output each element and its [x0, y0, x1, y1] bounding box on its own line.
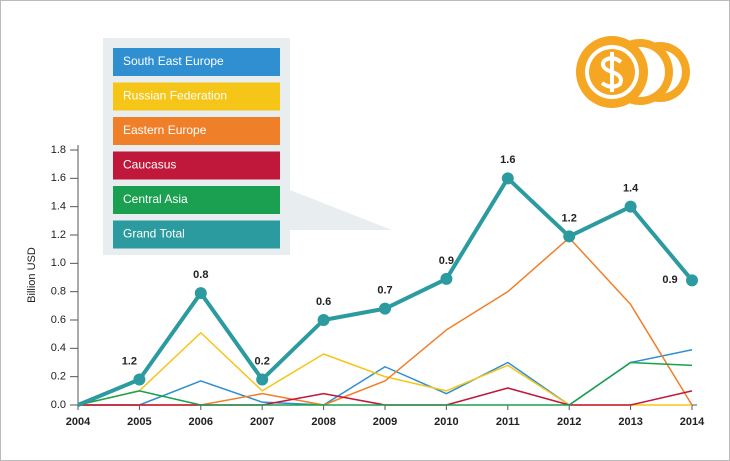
value-label: 1.4 — [623, 183, 639, 195]
value-label: 1.6 — [500, 154, 515, 166]
value-label: 0.9 — [662, 274, 677, 286]
legend: South East Europe Russian Federation Easte… — [103, 38, 392, 255]
x-tick-label: 2014 — [680, 416, 705, 428]
legend-label: Grand Total — [123, 227, 185, 241]
x-tick-label: 2004 — [66, 416, 91, 428]
y-tick-label: 1.0 — [51, 257, 66, 269]
legend-label: Caucasus — [123, 158, 176, 172]
y-tick-label: 1.6 — [51, 172, 66, 184]
legend-swatch — [113, 186, 280, 214]
point — [194, 287, 207, 300]
legend-swatch — [113, 151, 280, 180]
point — [501, 172, 514, 185]
value-label: 0.8 — [193, 269, 208, 281]
legend-label: Eastern Europe — [123, 123, 207, 137]
y-tick-label: 1.2 — [51, 229, 66, 241]
x-tick-label: 2008 — [311, 416, 335, 428]
legend-label: South East Europe — [123, 54, 224, 68]
x-tick-label: 2012 — [557, 416, 581, 428]
point — [379, 302, 391, 315]
value-label: 0.2 — [255, 355, 270, 367]
point — [256, 373, 269, 386]
legend-swatch — [113, 48, 280, 76]
annotation: 1.2 — [122, 355, 137, 367]
point — [686, 274, 698, 287]
legend-label: Russian Federation — [123, 89, 227, 103]
value-label: 0.6 — [316, 296, 331, 308]
point — [624, 200, 637, 213]
y-tick-label: 1.8 — [51, 144, 66, 156]
x-tick-label: 2007 — [250, 416, 274, 428]
y-tick-label: 0.8 — [51, 286, 66, 298]
legend-swatch — [113, 117, 280, 145]
coin-icon — [576, 36, 690, 108]
x-tick-label: 2006 — [189, 416, 213, 428]
x-tick-label: 2013 — [618, 416, 642, 428]
y-tick-label: 1.4 — [51, 201, 66, 213]
x-tick-label: 2005 — [127, 416, 151, 428]
legend-label: Central Asia — [123, 192, 188, 206]
point — [133, 373, 146, 386]
value-label: 0.7 — [377, 285, 392, 297]
y-tick-label: 0.0 — [51, 399, 66, 411]
point — [563, 230, 576, 243]
point — [440, 272, 453, 285]
x-tick-label: 2010 — [434, 416, 458, 428]
point — [317, 314, 330, 326]
y-axis-label: Billion USD — [26, 247, 38, 303]
series-line — [77, 361, 693, 406]
legend-swatch — [113, 220, 280, 249]
y-tick-label: 0.2 — [51, 371, 66, 383]
legend-swatch — [113, 82, 280, 111]
y-tick-label: 0.6 — [51, 314, 66, 326]
x-tick-label: 2011 — [496, 416, 520, 428]
value-label: 0.9 — [439, 255, 454, 267]
y-tick-label: 0.4 — [51, 342, 66, 354]
x-tick-label: 2009 — [373, 416, 397, 428]
value-label: 1.2 — [562, 212, 577, 224]
